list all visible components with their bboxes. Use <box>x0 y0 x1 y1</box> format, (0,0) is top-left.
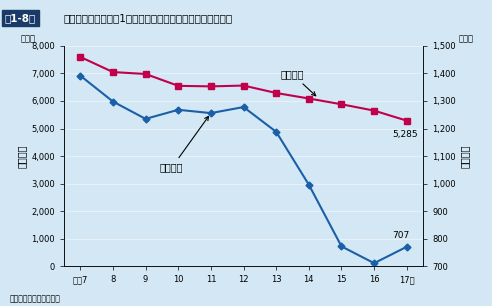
Text: 原付以上運転者（ㅔ1当事者）の飲酒別死亡事故件数の推移: 原付以上運転者（ㅔ1当事者）の飲酒別死亡事故件数の推移 <box>64 13 233 23</box>
Text: （件）: （件） <box>459 35 473 44</box>
Text: 飲酒あり: 飲酒あり <box>160 116 209 173</box>
Text: （件）: （件） <box>21 35 36 44</box>
Text: 5,285: 5,285 <box>392 130 418 139</box>
Text: 飲酒なし: 飲酒なし <box>281 69 316 96</box>
Y-axis label: 飲酒なし: 飲酒なし <box>17 144 27 168</box>
Text: 注　警察庁資料による。: 注 警察庁資料による。 <box>10 294 61 303</box>
Text: 707: 707 <box>392 231 409 240</box>
Y-axis label: 飲酒あり: 飲酒あり <box>460 144 470 168</box>
Text: ㅔ1-8図: ㅔ1-8図 <box>5 13 36 23</box>
